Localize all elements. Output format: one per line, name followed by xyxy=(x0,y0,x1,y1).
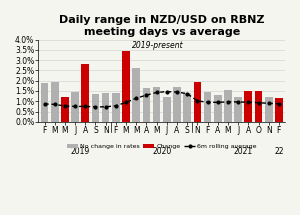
Bar xyxy=(61,97,69,122)
Bar xyxy=(244,91,252,122)
Bar xyxy=(153,87,160,122)
Bar xyxy=(214,95,222,122)
Bar xyxy=(122,51,130,122)
Bar xyxy=(265,97,272,122)
Bar xyxy=(112,94,120,122)
Bar xyxy=(173,87,181,122)
Bar xyxy=(234,97,242,122)
Bar xyxy=(183,93,191,122)
Text: 22: 22 xyxy=(274,147,283,155)
Text: 2021: 2021 xyxy=(234,147,253,155)
Bar xyxy=(163,97,171,122)
Bar xyxy=(71,92,79,122)
Bar xyxy=(132,68,140,122)
Bar xyxy=(102,94,110,122)
Bar xyxy=(194,82,201,122)
Legend: No change in rates, Change, 6m rolling average: No change in rates, Change, 6m rolling a… xyxy=(64,141,259,152)
Bar xyxy=(275,98,283,122)
Bar xyxy=(204,92,212,122)
Bar xyxy=(41,83,48,122)
Title: Daily range in NZD/USD on RBNZ
meeting days vs average: Daily range in NZD/USD on RBNZ meeting d… xyxy=(59,15,265,37)
Text: 2020: 2020 xyxy=(152,147,171,155)
Bar xyxy=(224,90,232,122)
Bar xyxy=(82,64,89,122)
Bar xyxy=(255,91,262,122)
Bar xyxy=(51,82,59,122)
Text: 2019-present: 2019-present xyxy=(132,41,184,50)
Text: 2019: 2019 xyxy=(70,147,90,155)
Bar xyxy=(142,88,150,122)
Bar xyxy=(92,94,99,122)
